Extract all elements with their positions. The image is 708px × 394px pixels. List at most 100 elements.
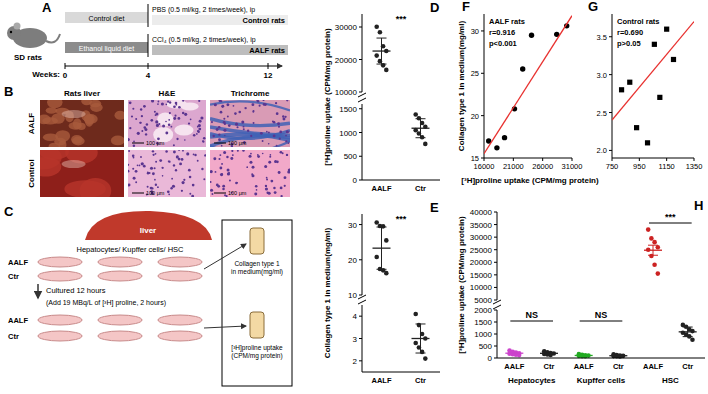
y-tick-label: 5000 (474, 296, 492, 305)
x-axis (484, 158, 572, 159)
point (374, 53, 379, 58)
nucleus (218, 138, 221, 141)
nucleus (221, 163, 223, 165)
nucleus (234, 112, 237, 115)
y-tick (359, 316, 362, 317)
point (374, 24, 379, 29)
photo-texture (43, 133, 58, 141)
nucleus (171, 126, 173, 128)
plot-area (505, 309, 696, 359)
point (646, 227, 651, 232)
nucleus (264, 103, 267, 106)
nucleus (237, 150, 239, 152)
label: [³H]proline uptake (231, 344, 283, 352)
nucleus (190, 118, 192, 120)
point (652, 263, 657, 268)
time-tick (148, 63, 149, 69)
stain-bg (128, 100, 206, 147)
nucleus (167, 101, 169, 103)
culture-dish (38, 315, 82, 325)
photo-texture (40, 114, 51, 124)
x-tick (639, 158, 640, 161)
tube (250, 312, 264, 338)
label: 100 μm (146, 140, 165, 146)
nucleus (155, 184, 157, 186)
nucleus (140, 122, 142, 124)
y-tick-label: 2 (353, 357, 358, 366)
point (384, 271, 389, 276)
nucleus (197, 160, 199, 162)
error-bar (509, 353, 519, 354)
nucleus (171, 178, 173, 180)
nucleus (247, 130, 249, 132)
nucleus (249, 155, 252, 158)
nucleus (168, 123, 171, 126)
nucleus (169, 112, 171, 114)
nucleus (155, 153, 157, 155)
nucleus (257, 100, 260, 103)
label: AALF rats (249, 46, 285, 55)
label: 12 (264, 71, 273, 80)
y-tick (481, 30, 484, 31)
x-tick-label: 750 (606, 162, 619, 171)
point (378, 30, 383, 35)
nucleus (278, 171, 281, 174)
nucleus (148, 172, 150, 174)
nucleus (204, 154, 206, 156)
annotation: p<0.001 (489, 39, 517, 48)
label: PBS (0.5 ml/kg, 2 times/week), ip (152, 6, 255, 14)
x-axis-label: [³H]proline uptake (CPM/mg protein) (461, 176, 599, 185)
nucleus (280, 195, 282, 197)
plot-area (612, 22, 694, 146)
y-axis (484, 14, 485, 158)
nucleus (173, 105, 176, 108)
nucleus (146, 123, 149, 126)
stain-bg (210, 100, 290, 147)
scale-bar (214, 143, 226, 144)
nucleus (220, 173, 223, 176)
photo-texture (90, 103, 102, 112)
nucleus (233, 105, 235, 107)
nucleus (132, 168, 134, 170)
culture-dish (98, 315, 142, 325)
fibrosis (210, 141, 290, 147)
label: H&E (159, 89, 177, 98)
nucleus (186, 152, 189, 155)
x-tick (572, 158, 573, 161)
nucleus (197, 126, 199, 128)
nucleus (162, 124, 165, 127)
nucleus (287, 170, 290, 173)
nucleus (270, 180, 273, 183)
nucleus (141, 162, 144, 165)
nucleus (215, 171, 217, 173)
nucleus (165, 150, 168, 153)
nucleus (154, 167, 156, 169)
axis-break (493, 300, 501, 304)
axis-break (358, 98, 366, 102)
nucleus (178, 158, 181, 161)
nucleus (133, 177, 136, 180)
nucleus (231, 145, 233, 147)
nucleus (236, 126, 238, 128)
photo-texture (47, 100, 63, 108)
culture-dish (38, 257, 82, 267)
fibrosis (210, 119, 290, 126)
point (657, 95, 662, 100)
panel-label: B (4, 84, 13, 99)
nucleus (135, 118, 137, 120)
nucleus (220, 111, 223, 114)
nucleus (183, 179, 185, 181)
nucleus (241, 121, 244, 124)
y-tick-label: 30 (471, 27, 479, 36)
nucleus (265, 185, 267, 187)
nucleus (286, 154, 288, 156)
point (690, 329, 695, 334)
nucleus (252, 166, 255, 169)
mean-line (575, 355, 593, 356)
point (652, 240, 657, 245)
nucleus (227, 116, 229, 118)
nucleus (181, 158, 184, 161)
nucleus (244, 107, 246, 109)
nucleus (132, 155, 135, 158)
nucleus (181, 190, 183, 192)
